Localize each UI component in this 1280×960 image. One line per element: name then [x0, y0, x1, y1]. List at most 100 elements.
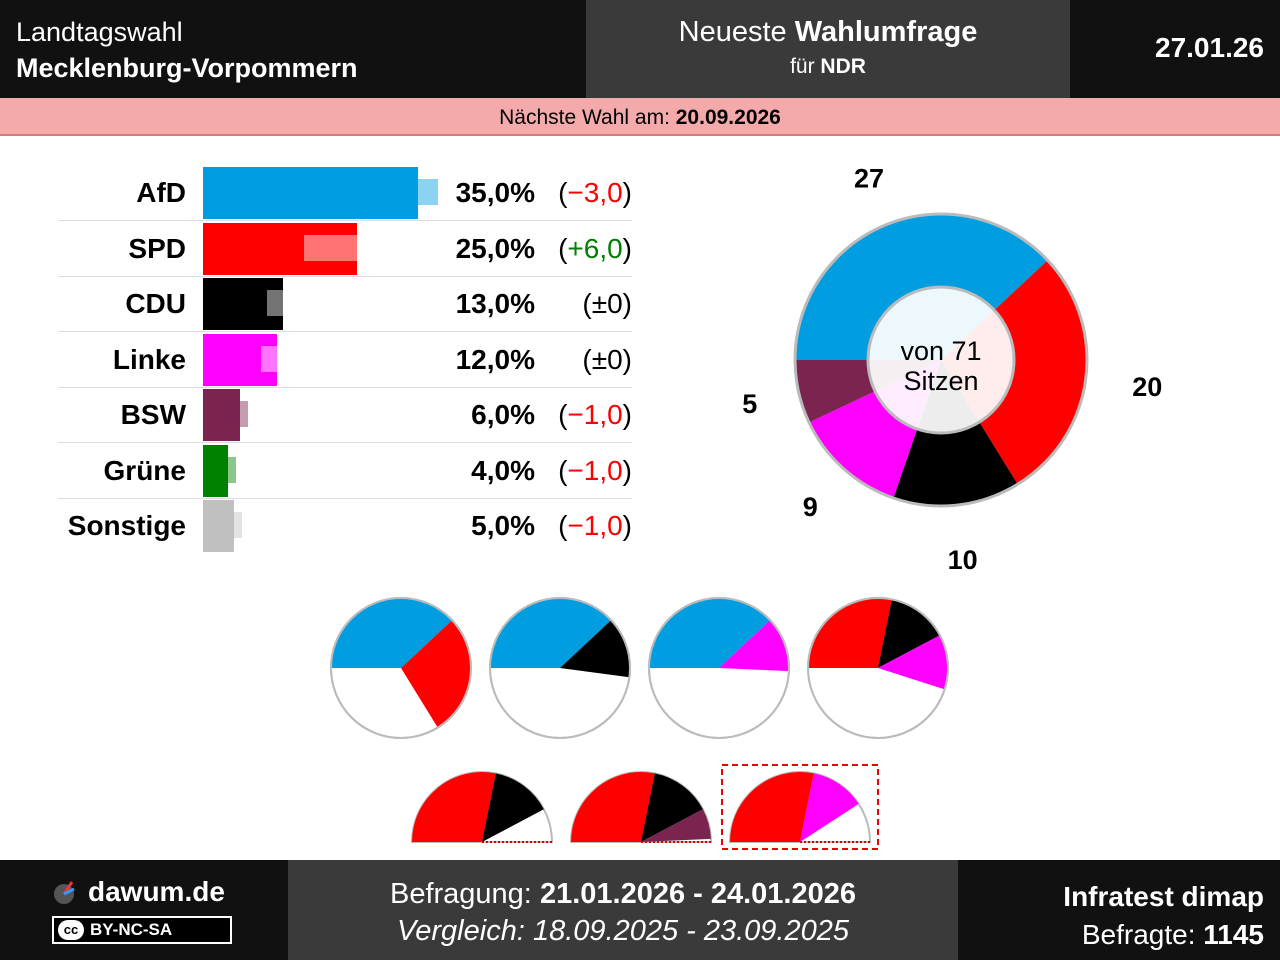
bar [203, 389, 240, 441]
donut-hole [866, 285, 1016, 435]
coalition-slice-linke [800, 773, 859, 842]
coalition-slice-bsw [641, 809, 711, 842]
poll-title: Neueste Wahlumfrage für NDR [586, 0, 1070, 98]
coalition-slice-afd [331, 597, 453, 668]
value-label: 13,0% [455, 288, 535, 319]
change-label: (−1,0) [558, 510, 632, 541]
bar-row-linke: Linke 12,0% (±0) [58, 332, 632, 388]
bar [203, 333, 277, 386]
party-label: BSW [120, 399, 186, 430]
coalition-slice-spd [730, 772, 814, 842]
donut-outline [793, 212, 1089, 508]
survey-period: Befragung: 21.01.2026 - 24.01.2026 Vergl… [288, 860, 958, 960]
bar-row-afd: AfD 35,0% (−3,0) [58, 165, 632, 221]
value-label: 12,0% [455, 343, 535, 375]
respondents-label: Befragte: [1081, 919, 1204, 950]
respondents-count: 1145 [1203, 919, 1264, 950]
next-election-label: Nächste Wahl am: [499, 106, 676, 129]
bar [203, 500, 234, 552]
coalition-spd-linke [721, 764, 879, 850]
coalition-slice-cdu [482, 773, 544, 842]
coalition-slice-afd [490, 597, 612, 668]
next-election-banner: Nächste Wahl am: 20.09.2026 [0, 98, 1280, 136]
seat-slice-afd [795, 213, 1048, 360]
previous-value-marker [401, 179, 439, 205]
donut-center-label-2: Sitzen [903, 366, 978, 396]
coalition-slice-cdu [878, 599, 940, 668]
poll-date: 27.01.26 [1155, 32, 1264, 63]
seat-label-afd: 27 [854, 164, 884, 194]
bar [203, 278, 283, 330]
survey-range: 21.01.2026 - 24.01.2026 [539, 878, 856, 910]
previous-value-marker [303, 234, 359, 261]
seat-slice-bsw [794, 360, 941, 423]
previous-value-marker [260, 345, 279, 372]
bar [203, 167, 418, 219]
poll-client: NDR [820, 55, 866, 78]
party-label: CDU [125, 288, 186, 319]
coalition-slice-spd [401, 620, 471, 728]
value-label: 4,0% [471, 454, 535, 486]
coalition-afd-spd [330, 597, 472, 739]
coalition-slice-linke [719, 620, 789, 672]
seat-slice-cdu [893, 360, 1018, 506]
value-label: 5,0% [471, 510, 535, 541]
footer-brand: dawum.de cc BY-NC-SA [52, 876, 242, 944]
coalition-slice-afd [649, 597, 771, 668]
dawum-logo-icon [54, 881, 75, 904]
change-label: (−1,0) [558, 399, 632, 430]
compare-range: 18.09.2025 - 23.09.2025 [532, 915, 849, 947]
next-election-date: 20.09.2026 [675, 106, 781, 129]
highlight-box [721, 764, 879, 850]
seat-slice-linke [809, 360, 941, 499]
seat-label-linke: 9 [803, 492, 818, 522]
seat-label-bsw: 5 [742, 389, 757, 419]
party-label: Grüne [103, 454, 186, 486]
value-label: 6,0% [471, 399, 535, 430]
election-state: Mecklenburg-Vorpommern [16, 53, 358, 83]
value-label: 35,0% [455, 177, 535, 208]
coalition-slice-spd [571, 772, 655, 842]
bar-row-grüne: Grüne 4,0% (−1,0) [58, 443, 632, 499]
coalition-spd-cdu [410, 771, 554, 843]
election-title: Landtagswahl Mecklenburg-Vorpommern [16, 14, 358, 86]
coalition-spd-cdu-bsw [569, 771, 713, 843]
coalition-slice-cdu [560, 620, 630, 678]
brand-name[interactable]: dawum.de [88, 876, 225, 907]
change-label: (±0) [582, 343, 632, 375]
bar-row-cdu: CDU 13,0% (±0) [58, 276, 632, 332]
change-label: (−3,0) [558, 177, 632, 208]
bar-row-sonstige: Sonstige 5,0% (−1,0) [58, 498, 632, 553]
seat-label-cdu: 10 [948, 545, 978, 575]
previous-value-marker [223, 401, 248, 427]
survey-label: Befragung: [389, 878, 540, 910]
party-label: SPD [128, 232, 186, 264]
bar [203, 444, 228, 497]
change-label: (−1,0) [558, 454, 632, 486]
seat-label-spd: 20 [1132, 372, 1162, 402]
coalition-slice-linke [878, 635, 948, 690]
election-type: Landtagswahl [16, 17, 183, 47]
cc-icon: cc [58, 920, 84, 940]
coalition-afd-linke [648, 597, 790, 739]
compare-label: Vergleich: [397, 915, 533, 947]
previous-value-marker [211, 456, 236, 483]
party-label: Linke [112, 343, 186, 375]
previous-value-marker [217, 512, 242, 538]
bar-row-spd: SPD 25,0% (+6,0) [58, 221, 632, 277]
license-badge: cc BY-NC-SA [52, 916, 232, 944]
change-label: (±0) [582, 288, 632, 319]
footer-bar: dawum.de cc BY-NC-SA Befragung: 21.01.20… [0, 860, 1280, 960]
previous-value-marker [266, 290, 285, 316]
institute-name: Infratest dimap [1063, 881, 1264, 912]
coalition-slice-cdu [641, 773, 703, 842]
change-label: (+6,0) [558, 232, 632, 264]
license-text: BY-NC-SA [90, 920, 173, 939]
coalition-afd-cdu [489, 597, 631, 739]
header-bar: Landtagswahl Mecklenburg-Vorpommern Neue… [0, 0, 1280, 98]
coalition-spd-cdu-linke [807, 597, 949, 739]
bar-row-bsw: BSW 6,0% (−1,0) [58, 387, 632, 443]
donut-center-label: von 71 [900, 336, 981, 366]
seat-slice-spd [941, 260, 1087, 485]
coalition-slice-spd [808, 598, 892, 668]
